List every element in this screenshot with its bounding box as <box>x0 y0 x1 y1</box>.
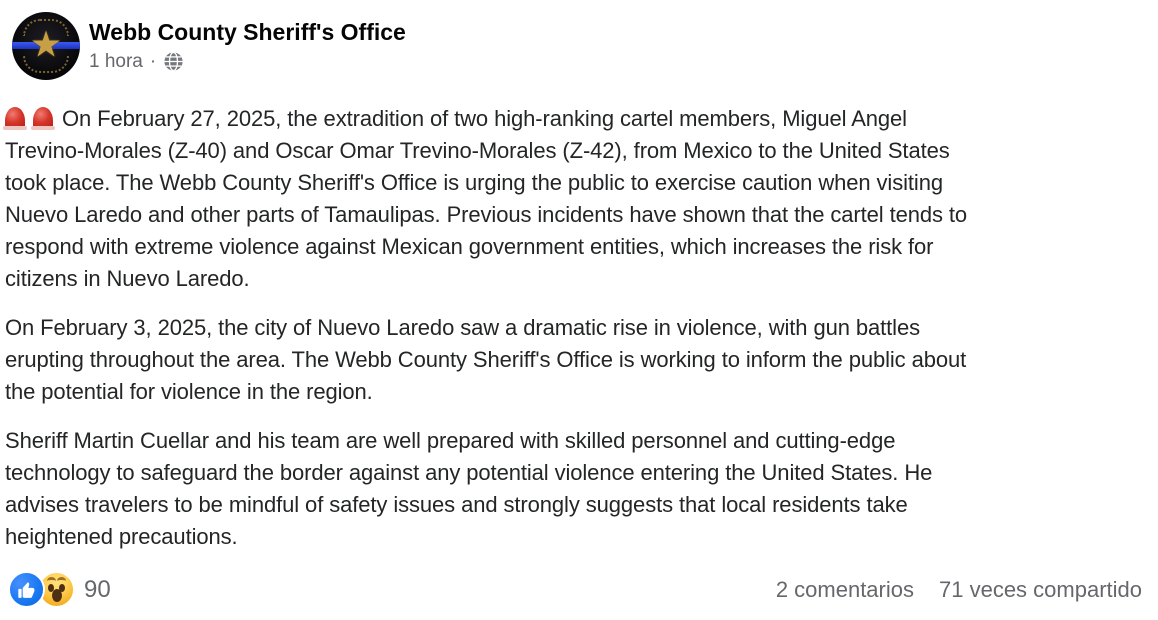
globe-icon <box>163 51 184 72</box>
post-paragraph: On February 27, 2025, the extradition of… <box>3 103 1142 295</box>
page-name[interactable]: Webb County Sheriff's Office <box>89 19 406 46</box>
like-reaction-icon[interactable] <box>8 571 45 608</box>
post-text: On February 27, 2025, the extradition of… <box>5 106 968 291</box>
avatar[interactable] <box>12 12 80 80</box>
wow-brow <box>57 577 66 585</box>
wow-eye <box>59 584 65 592</box>
avatar-gold-arc <box>23 56 69 73</box>
post-paragraph: Sheriff Martin Cuellar and his team are … <box>5 428 933 549</box>
comments-count[interactable]: 2 comentarios <box>775 576 914 602</box>
wow-eye <box>48 584 54 592</box>
engagement-counts: 2 comentarios 71 veces compartido <box>776 577 1142 603</box>
wow-mouth <box>51 589 62 602</box>
timestamp[interactable]: 1 hora <box>89 50 143 72</box>
shares-count[interactable]: 71 veces compartido <box>939 576 1142 602</box>
police-light-icon <box>31 107 55 130</box>
post-meta: 1 hora · <box>89 51 406 73</box>
post-paragraph: On February 3, 2025, the city of Nuevo L… <box>5 315 967 404</box>
meta-separator: · <box>149 50 157 72</box>
post-body: On February 27, 2025, the extradition of… <box>3 103 1142 570</box>
post-header: Webb County Sheriff's Office 1 hora · <box>12 12 1142 80</box>
siren-emoji <box>3 107 55 130</box>
police-light-icon <box>3 107 27 130</box>
post-footer: 90 2 comentarios 71 veces compartido <box>8 571 1142 612</box>
header-text: Webb County Sheriff's Office 1 hora · <box>89 19 406 73</box>
reaction-count[interactable]: 90 <box>84 575 111 603</box>
wow-brow <box>47 577 56 585</box>
reactions-summary[interactable]: 90 <box>8 571 111 608</box>
